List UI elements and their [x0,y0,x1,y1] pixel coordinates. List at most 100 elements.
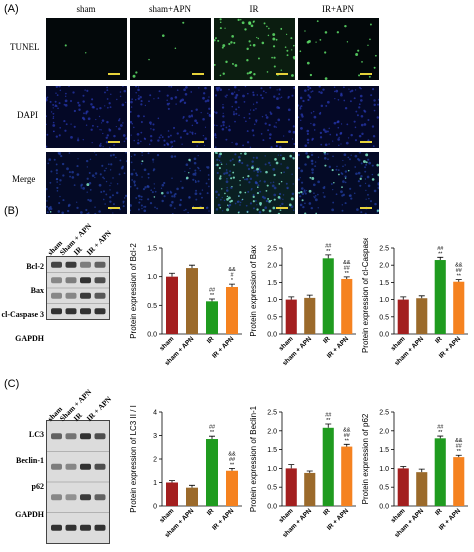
col-header-ir: IR [249,4,259,14]
chart-4-bar-3 [341,446,353,506]
chart-0-bar-0 [166,276,178,334]
chart-3-bar-0 [166,482,178,506]
chart-2-category-0: sham [390,335,407,352]
row-label-merge: Merge [12,174,36,184]
micrograph-r1-c3 [298,86,379,148]
chart-2-annotation-2-0: ## [437,246,444,252]
chart-4-errorbar-0 [288,464,295,469]
chart-3-bar-3 [226,470,238,506]
chart-5-annotation-2-0: ## [437,425,444,431]
chart-1-category-0: sham [278,335,295,352]
bar-chart-bax: Protein expression of Bax 0.0 0.5 1.0 1.5 2.0… [250,243,356,367]
chart-2-category-2: IR [434,335,444,345]
chart-2-annotation-3-0: && [455,263,463,269]
chart-5-annotation-2-1: ** [438,430,443,436]
chart-0-bar-2 [206,301,218,334]
chart-4-errorbar-3 [343,443,350,447]
chart-4-annotation-3-0: && [343,427,351,433]
chart-4-tick-3: 1.5 [267,447,277,454]
chart-2-annotation-2-1: ** [438,251,443,257]
blot-b-label-caspase3: cl-Caspase 3 [1,310,44,319]
chart-2-bar-3 [453,281,465,334]
chart-0-category-0: sham [158,335,175,352]
chart-3-annotation-2-1: ** [210,430,215,436]
chart-0-tick-2: 1.0 [147,274,157,281]
chart-1-errorbar-1 [306,294,313,298]
chart-3-tick-4: 4 [153,410,157,417]
chart-4-annotation-3-2: ** [345,438,350,444]
micrograph-r0-c3 [298,18,379,80]
western-blot-b-image [47,257,109,319]
chart-0-tick-3: 1.5 [147,246,157,253]
chart-1-bar-1 [304,297,316,334]
chart-2-bar-0 [397,299,409,334]
chart-3-ylabel: Protein expression of LC3 II / I [129,405,138,513]
micrograph-r2-c1 [130,152,211,214]
blot-b-label-bax: Bax [30,286,44,295]
chart-3-annotation-2-0: ## [209,425,216,431]
chart-2-errorbar-1 [418,295,425,299]
chart-0-errorbar-0 [169,272,175,277]
chart-3-tick-1: 1 [153,480,157,487]
bar-chart-beclin1: Protein expression of Beclin-1 0.0 0.5 1.0 1… [250,405,356,539]
chart-4-errorbar-1 [306,470,313,473]
micrograph-r2-c2 [214,152,295,214]
chart-2-annotation-3-1: ## [456,268,463,274]
chart-5-errorbar-1 [418,468,425,473]
chart-4-tick-0: 0.0 [267,504,277,511]
micrograph-r0-c1 [130,18,211,80]
micrograph-r1-c1 [130,86,211,148]
chart-2-bar-2 [434,260,446,334]
chart-3-category-3: IR + APN [211,507,236,532]
chart-4-annotation-3-1: ## [344,433,351,439]
chart-3-errorbar-3 [229,468,235,471]
blot-b-label-gapdh: GAPDH [15,334,44,343]
chart-1-annotation-3-2: ** [345,271,350,277]
chart-4-annotation-2-0: ## [325,413,332,419]
chart-4-bar-1 [304,472,316,506]
chart-2-tick-1: 0.5 [379,314,389,321]
chart-5-category-2: IR [434,507,444,517]
chart-0-errorbar-3 [229,283,235,287]
blot-c-label-lc3: LC3 [28,430,44,439]
chart-5-tick-0: 0.0 [379,504,389,511]
chart-3-tick-3: 3 [153,433,157,440]
chart-5-tick-3: 1.5 [379,447,389,454]
chart-1-annotation-2-1: ** [326,249,331,255]
chart-5-bar-0 [397,468,409,506]
chart-1-bar-2 [322,258,334,334]
chart-0-tick-1: 0.5 [147,303,157,310]
chart-1-errorbar-3 [343,276,350,279]
chart-0-errorbar-2 [209,298,215,302]
col-header-ir-apn: IR+APN [321,4,355,14]
chart-5-tick-1: 0.5 [379,485,389,492]
chart-5-bar-3 [453,457,465,506]
chart-2-ylabel: Protein expression of cl-Caspase 3 [362,238,370,353]
chart-0-annotation-3-1: # [230,273,234,279]
chart-5-errorbar-0 [400,466,407,469]
chart-2-annotation-3-2: ** [457,274,462,280]
chart-3-annotation-3-2: ** [230,462,235,468]
micrograph-r1-c2 [214,86,295,148]
chart-0-annotation-2-1: ** [210,293,215,299]
chart-0-bar-3 [226,286,238,334]
panel-label-c: (C) [4,378,20,390]
chart-5-bar-1 [416,472,428,506]
chart-0-category-2: IR [206,335,216,345]
chart-4-ylabel: Protein expression of Beclin-1 [250,405,258,512]
chart-5-tick-4: 2.0 [379,428,389,435]
chart-3-category-2: IR [206,507,216,517]
chart-1-annotation-2-0: ## [325,243,332,249]
bar-chart-p62: Protein expression of p62 0.0 0.5 1.0 1.5 2.0… [362,410,468,539]
chart-1-tick-4: 2.0 [267,263,277,270]
micrograph-r2-c0 [46,152,127,214]
western-blot-b [46,256,110,320]
chart-3-category-0: sham [158,507,175,524]
bar-chart-bcl2: Protein expression of Bcl-2 0.0 0.5 1.0 1.5 s… [129,243,242,367]
micrograph-r2-c3 [298,152,379,214]
chart-1-bar-3 [341,278,353,334]
chart-1-errorbar-2 [325,254,332,259]
chart-1-tick-3: 1.5 [267,280,277,287]
chart-2-tick-3: 1.5 [379,280,389,287]
chart-1-bar-0 [285,299,297,334]
